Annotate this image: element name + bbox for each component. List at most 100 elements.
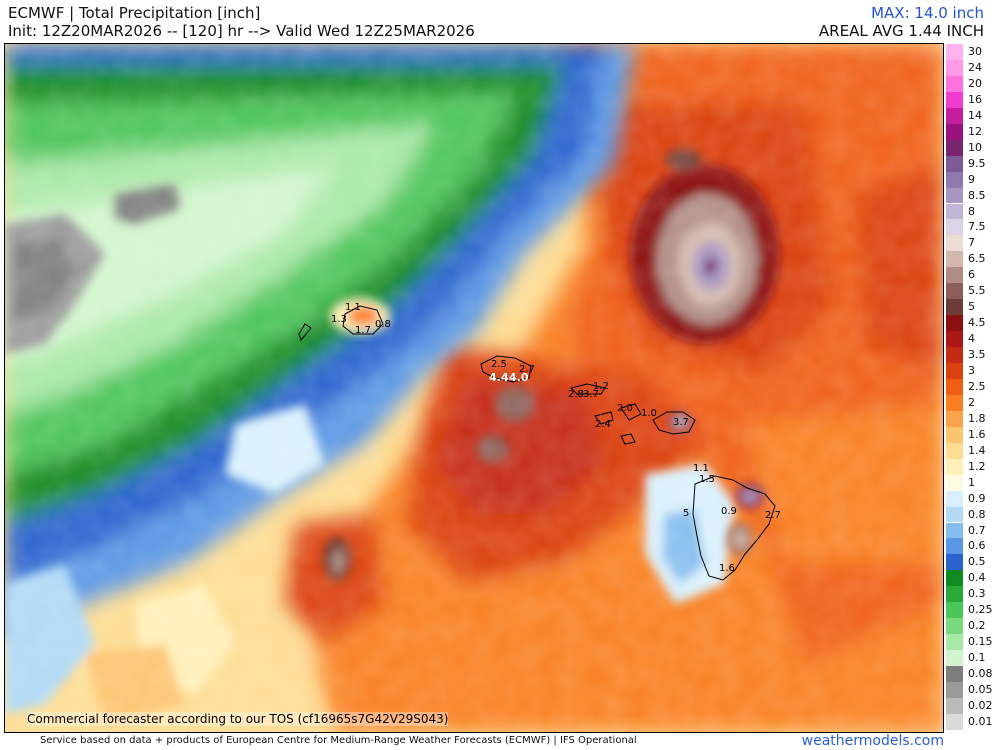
island-outlines	[298, 305, 776, 581]
legend-entry: 0.4	[946, 570, 1000, 587]
legend-swatch	[946, 75, 963, 92]
legend-label: 24	[968, 60, 982, 74]
legend-label: 9.5	[968, 156, 986, 170]
legend-entry: 0.25	[946, 602, 1000, 619]
legend-label: 1.4	[968, 443, 986, 457]
legend-entry: 1.6	[946, 426, 1000, 443]
legend-label: 4	[968, 332, 975, 346]
legend-label: 10	[968, 140, 982, 154]
legend-swatch	[946, 713, 963, 730]
tos-notice: Commercial forecaster according to our T…	[27, 712, 449, 726]
legend-swatch	[946, 474, 963, 491]
legend-label: 1.8	[968, 411, 986, 425]
point-label: 1.5	[699, 474, 715, 485]
legend-entry: 0.1	[946, 650, 1000, 667]
legend-entry: 0.9	[946, 490, 1000, 507]
legend-label: 0.8	[968, 507, 986, 521]
precipitation-map[interactable]: 1.1 1.3 1.7 0.8 2.5 2.7 4.4 4.0 2.8 3.7 …	[4, 43, 944, 733]
legend-entry: 0.5	[946, 554, 1000, 571]
legend-label: 0.05	[968, 683, 993, 696]
legend-entry: 1.2	[946, 458, 1000, 475]
legend-entry: 7	[946, 235, 1000, 252]
legend-swatch	[946, 410, 963, 427]
point-label: 3.7	[583, 389, 599, 400]
legend-entry: 0.08	[946, 666, 1000, 682]
legend-entry: 0.7	[946, 522, 1000, 539]
legend-swatch	[946, 682, 963, 698]
point-label: 0.8	[375, 319, 391, 330]
legend-label: 0.15	[968, 635, 993, 649]
legend-entry: 1	[946, 474, 1000, 491]
point-label: 2.5	[491, 359, 507, 370]
legend-swatch	[946, 139, 963, 156]
precipitation-field: 1.1 1.3 1.7 0.8 2.5 2.7 4.4 4.0 2.8 3.7 …	[5, 44, 943, 732]
init-valid-time: Init: 12Z20MAR2026 -- [120] hr --> Valid…	[8, 22, 475, 40]
legend-label: 0.01	[968, 714, 993, 728]
point-label: 3.7	[673, 417, 689, 428]
point-label: 4.4	[489, 371, 509, 384]
legend-entry: 20	[946, 75, 1000, 92]
legend-swatch	[946, 666, 963, 682]
legend-label: 1	[968, 475, 975, 489]
legend-label: 7	[968, 236, 975, 250]
areal-average: AREAL AVG 1.44 INCH	[818, 22, 984, 40]
legend-swatch	[946, 44, 963, 60]
legend-label: 2	[968, 395, 975, 409]
legend-entry: 4.5	[946, 315, 1000, 332]
legend-entry: 2	[946, 394, 1000, 411]
legend-label: 16	[968, 92, 982, 106]
legend-entry: 7.5	[946, 219, 1000, 236]
point-label: 2.7	[519, 364, 535, 375]
legend-label: 2.5	[968, 379, 986, 393]
point-label: 0.9	[721, 506, 737, 517]
footer-credit: Service based on data + products of Euro…	[40, 735, 637, 746]
legend-entry: 1.4	[946, 442, 1000, 459]
legend-entry: 3.5	[946, 347, 1000, 363]
legend-label: 8	[968, 204, 975, 218]
point-label: 5	[683, 508, 689, 519]
legend-label: 0.5	[968, 555, 986, 569]
legend-swatch	[946, 426, 963, 443]
max-value: MAX: 14.0 inch	[871, 4, 984, 22]
legend-entry: 0.02	[946, 697, 1000, 714]
legend-label: 12	[968, 124, 982, 138]
legend-label: 5	[968, 300, 975, 314]
legend-entry: 8	[946, 203, 1000, 220]
color-legend: 30 24 20 16 14 12 10 9.5 9 8.5 8 7.5 7 6.5 6 5.5 5 4.5 4 3.…	[946, 44, 1000, 732]
legend-label: 7.5	[968, 220, 986, 234]
legend-label: 0.4	[968, 571, 986, 585]
legend-swatch	[946, 283, 963, 300]
legend-label: 6.5	[968, 252, 986, 266]
legend-entry: 9.5	[946, 155, 1000, 172]
watermark-link[interactable]: weathermodels.com	[801, 733, 944, 749]
point-label: 1.0	[641, 408, 657, 419]
legend-swatch	[946, 347, 963, 363]
legend-label: 0.08	[968, 667, 993, 681]
legend-entry: 0.3	[946, 586, 1000, 603]
legend-swatch	[946, 697, 963, 714]
map-title: ECMWF | Total Precipitation [inch]	[8, 4, 261, 22]
legend-swatch	[946, 586, 963, 603]
point-label: 1.1	[345, 302, 361, 313]
legend-label: 6	[968, 268, 975, 282]
legend-swatch	[946, 634, 963, 651]
legend-entry: 24	[946, 59, 1000, 76]
legend-entry: 4	[946, 331, 1000, 348]
legend-swatch	[946, 59, 963, 76]
legend-label: 30	[968, 45, 982, 58]
legend-entry: 10	[946, 139, 1000, 156]
legend-swatch	[946, 378, 963, 395]
legend-entry: 3	[946, 363, 1000, 379]
legend-swatch	[946, 299, 963, 316]
legend-entry: 6.5	[946, 251, 1000, 268]
legend-label: 4.5	[968, 316, 986, 330]
legend-swatch	[946, 490, 963, 507]
point-label: 1.7	[355, 325, 371, 336]
legend-swatch	[946, 315, 963, 332]
legend-swatch	[946, 171, 963, 188]
legend-label: 0.02	[968, 698, 993, 712]
legend-entry: 0.01	[946, 713, 1000, 730]
legend-label: 8.5	[968, 188, 986, 202]
legend-label: 3.5	[968, 348, 986, 362]
legend-swatch	[946, 506, 963, 523]
